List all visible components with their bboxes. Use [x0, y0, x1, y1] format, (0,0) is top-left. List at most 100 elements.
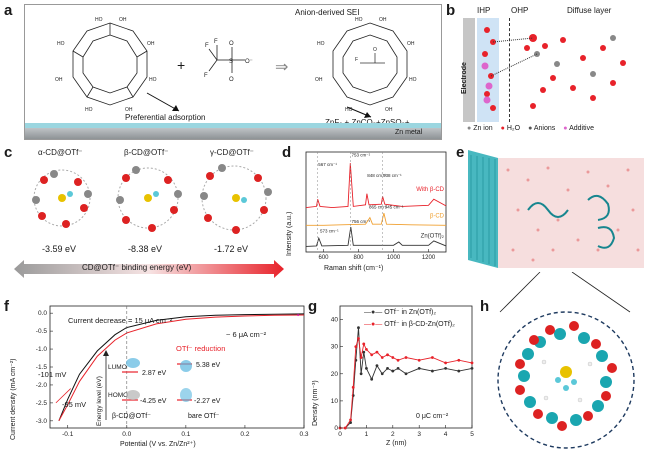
raman-tick-label: 1200: [422, 255, 436, 260]
energy-axis-arrow: [103, 350, 109, 356]
density-point: [370, 377, 374, 381]
density-point: [404, 372, 408, 376]
alpha-cd-name: α-CD@OTf⁻: [38, 148, 83, 157]
homo-value-bare: -2.27 eV: [194, 398, 221, 405]
svg-text:HO: HO: [317, 41, 325, 47]
sei-title: Anion-derived SEI: [295, 8, 360, 17]
gamma-cd-name: γ-CD@OTf⁻: [210, 148, 254, 157]
density-y-tick-label: 0: [334, 425, 338, 432]
cv-x-tick-label: 0.2: [240, 431, 249, 438]
density-point: [357, 326, 360, 330]
density-point: [457, 369, 461, 373]
md-simulation-box: [468, 150, 644, 268]
zn-metal-label: Zn metal: [395, 129, 423, 136]
svg-text:F: F: [355, 57, 358, 63]
raman-xlabel: Raman shift (cm⁻¹): [324, 265, 384, 272]
panel-label-a: a: [4, 2, 13, 19]
diffuse-layer-label: Diffuse layer: [567, 6, 612, 15]
density-point: [470, 361, 474, 365]
homo-value-bcd: -4.25 eV: [140, 398, 167, 405]
density-point: [444, 366, 447, 370]
panel-label-d: d: [282, 144, 292, 161]
legend-zn-ion: ● Zn ion: [467, 125, 493, 132]
legend-additive: ● Additive: [563, 125, 594, 132]
density-point: [380, 372, 384, 376]
density-x-tick-label: 0: [338, 431, 342, 438]
svg-text:OH: OH: [125, 107, 133, 113]
svg-text:O: O: [229, 41, 234, 47]
density-point: [375, 364, 379, 368]
lumo-value-bare: 5.38 eV: [196, 362, 221, 369]
gamma-cd-energy: -1.72 eV: [214, 244, 249, 254]
mv-101-label: -101 mV: [38, 370, 67, 379]
density-series-line: [340, 327, 473, 429]
density-x-tick-label: 2: [391, 431, 395, 438]
cyclodextrin-structure-left: HO OH OH HO OH HO OH HO: [55, 17, 157, 113]
density-point: [375, 350, 379, 354]
raman-series-label: β-CD: [430, 214, 445, 220]
panel-h: [480, 271, 646, 452]
bare-otf-label: bare OTf⁻: [188, 413, 220, 420]
density-x-tick-label: 5: [470, 431, 474, 438]
density-point: [365, 366, 368, 370]
density-point: [365, 347, 368, 351]
density-point: [362, 342, 366, 346]
cv-y-tick-label: -2.5: [36, 400, 48, 407]
adsorption-arrow-left: [146, 92, 180, 112]
cv-y-tick-label: -3.0: [36, 418, 48, 425]
density-point: [391, 356, 395, 359]
panel-label-c: c: [4, 144, 13, 161]
density-point: [386, 353, 389, 357]
density-point: [396, 358, 400, 362]
density-point: [359, 356, 363, 359]
density-point: [349, 421, 352, 424]
lumo-value-bcd: 2.87 eV: [142, 370, 167, 377]
electrode-bar: [463, 18, 475, 122]
raman-chart: 600 800 1000 1200 With β-CD β-CD Zn(OTf)₂ 567 c…: [305, 151, 447, 260]
lumo-bare-orbital-icon: [180, 360, 192, 372]
svg-text:HO: HO: [345, 107, 353, 113]
svg-text:O: O: [373, 47, 377, 53]
density-point: [357, 337, 360, 340]
f-xlabel: Potential (V vs. Zn/Zn²⁺): [120, 441, 196, 448]
density-point: [417, 366, 421, 370]
beta-cd-energy: -8.38 eV: [128, 244, 163, 254]
svg-text:OH: OH: [385, 107, 393, 113]
raman-series-line: [305, 163, 447, 209]
energy-level-label: Energy level (eV): [96, 376, 103, 426]
raman-peak-label: 848 cm⁻¹: [367, 173, 386, 178]
cv-x-tick-label: 0.0: [122, 431, 131, 438]
panel-d: Intensity (a.u.) 600 800 1000 1200 With β-CD…: [286, 148, 450, 276]
raman-series-label: With β-CD: [416, 187, 444, 193]
svg-text:F: F: [204, 73, 208, 79]
ohp-label: OHP: [511, 6, 529, 15]
svg-text:OH: OH: [147, 41, 155, 47]
cv-x-tick-label: -0.1: [62, 431, 74, 438]
density-point: [396, 366, 400, 370]
raman-tick-label: 1000: [387, 255, 401, 260]
cyclodextrin-structure-right: HO OH OH HO OH HO OH HO F O: [315, 17, 417, 113]
svg-text:OH: OH: [407, 41, 415, 47]
svg-text:OH: OH: [119, 17, 127, 23]
density-point: [343, 426, 347, 430]
density-x-tick-label: 4: [444, 431, 448, 438]
density-point: [457, 358, 461, 362]
density-y-tick-label: 20: [331, 371, 339, 378]
panel-label-e: e: [456, 144, 465, 161]
svg-text:O⁻: O⁻: [245, 59, 253, 65]
cv-y-tick-label: -1.5: [36, 364, 48, 371]
g-ylabel: Density (nm⁻³): [312, 380, 319, 426]
density-point: [362, 350, 366, 354]
svg-text:OH: OH: [55, 77, 63, 83]
plus-sign: +: [177, 57, 186, 73]
svg-text:F: F: [205, 43, 209, 49]
binding-energy-label: CD@OTf⁻ binding energy (eV): [82, 263, 192, 272]
panel-label-b: b: [446, 2, 456, 19]
density-y-tick-label: 30: [331, 344, 339, 351]
alpha-cd-energy: -3.59 eV: [42, 244, 77, 254]
cv-tangent: [55, 388, 71, 404]
svg-text:HO: HO: [355, 17, 363, 23]
density-y-tick-label: 40: [331, 317, 339, 324]
reaction-arrow: ⇒: [275, 59, 289, 76]
density-point: [370, 353, 374, 357]
